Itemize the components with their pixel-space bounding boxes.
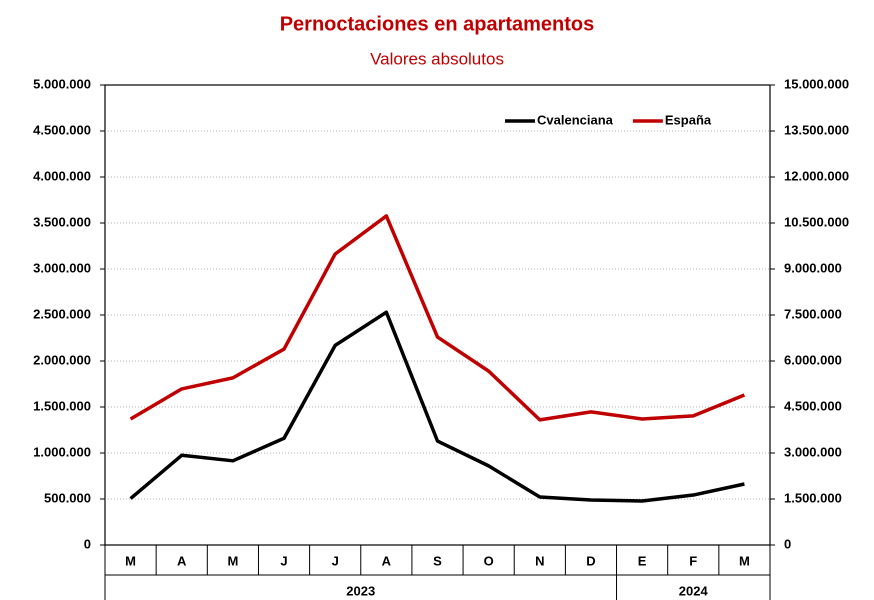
y-tick-label: 3.500.000 [33, 214, 91, 229]
x-tick-label: S [433, 553, 442, 568]
y2-tick-label: 9.000.000 [784, 260, 842, 275]
x-tick-label: J [332, 553, 339, 568]
x-tick-label: F [689, 553, 697, 568]
y2-tick-label: 4.500.000 [784, 398, 842, 413]
y-tick-label: 2.500.000 [33, 306, 91, 321]
y2-tick-label: 7.500.000 [784, 306, 842, 321]
y2-tick-label: 12.000.000 [784, 168, 849, 183]
y2-tick-label: 13.500.000 [784, 122, 849, 137]
x-tick-label: O [484, 553, 494, 568]
x-tick-label: E [638, 553, 647, 568]
x-tick-label: M [739, 553, 750, 568]
y2-tick-label: 0 [784, 536, 791, 551]
y-tick-label: 5.000.000 [33, 76, 91, 91]
legend-label: España [665, 112, 712, 127]
x-tick-label: J [280, 553, 287, 568]
y-tick-label: 500.000 [44, 490, 91, 505]
x-tick-label: D [586, 553, 595, 568]
y-tick-label: 4.500.000 [33, 122, 91, 137]
y-tick-label: 2.000.000 [33, 352, 91, 367]
chart-title: Pernoctaciones en apartamentos [280, 13, 595, 35]
x-tick-label: A [382, 553, 392, 568]
x-tick-label: A [177, 553, 187, 568]
y-tick-label: 3.000.000 [33, 260, 91, 275]
chart-subtitle: Valores absolutos [370, 49, 504, 68]
y2-tick-label: 6.000.000 [784, 352, 842, 367]
y2-tick-label: 3.000.000 [784, 444, 842, 459]
legend-label: Cvalenciana [537, 112, 614, 127]
y2-tick-label: 15.000.000 [784, 76, 849, 91]
x-tick-label: M [227, 553, 238, 568]
series-line [129, 310, 745, 503]
series-line [129, 214, 746, 422]
y-tick-label: 1.500.000 [33, 398, 91, 413]
y2-tick-label: 1.500.000 [784, 490, 842, 505]
group-label: 2023 [346, 583, 375, 598]
x-tick-label: N [535, 553, 544, 568]
y-tick-label: 1.000.000 [33, 444, 91, 459]
y-tick-label: 0 [84, 536, 91, 551]
y-tick-label: 4.000.000 [33, 168, 91, 183]
group-label: 2024 [679, 583, 709, 598]
y2-tick-label: 10.500.000 [784, 214, 849, 229]
x-tick-label: M [125, 553, 136, 568]
